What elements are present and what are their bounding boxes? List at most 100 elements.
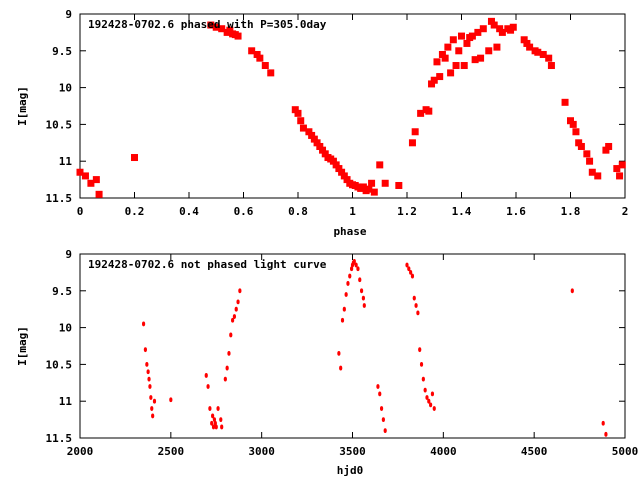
data-point bbox=[339, 365, 343, 371]
data-point bbox=[430, 391, 435, 397]
data-point bbox=[460, 62, 468, 70]
data-point bbox=[618, 161, 626, 169]
data-point bbox=[545, 54, 553, 62]
data-point bbox=[419, 362, 424, 367]
data-point bbox=[225, 365, 229, 371]
data-point bbox=[425, 107, 433, 115]
data-point bbox=[570, 288, 574, 294]
data-point bbox=[359, 183, 367, 191]
data-point bbox=[561, 98, 569, 106]
data-point bbox=[356, 266, 360, 272]
data-point bbox=[485, 47, 493, 55]
data-point bbox=[447, 69, 455, 77]
data-point bbox=[395, 181, 403, 189]
data-point bbox=[441, 54, 449, 62]
data-point bbox=[211, 424, 216, 430]
plot-frame bbox=[79, 13, 626, 199]
data-point bbox=[601, 420, 605, 426]
data-point bbox=[329, 157, 337, 165]
data-point bbox=[409, 270, 413, 275]
data-point bbox=[261, 62, 269, 70]
data-point bbox=[150, 406, 154, 411]
data-point bbox=[146, 369, 150, 375]
x-tick-label: 1.8 bbox=[561, 205, 581, 218]
data-point bbox=[342, 306, 346, 312]
data-point bbox=[143, 347, 147, 353]
x-tick-label: 4500 bbox=[521, 445, 548, 458]
data-point bbox=[313, 139, 321, 147]
data-point bbox=[349, 266, 354, 272]
data-point bbox=[234, 32, 242, 40]
data-point bbox=[583, 150, 591, 158]
data-point bbox=[416, 310, 420, 316]
data-point bbox=[572, 128, 580, 136]
data-point bbox=[226, 26, 234, 34]
data-point bbox=[429, 402, 433, 408]
data-point bbox=[602, 146, 610, 154]
data-point bbox=[365, 185, 373, 193]
data-point bbox=[498, 28, 506, 36]
x-axis-label: hjd0 bbox=[337, 464, 364, 477]
data-point bbox=[310, 135, 318, 143]
data-point bbox=[214, 424, 218, 430]
data-point bbox=[147, 376, 151, 382]
data-point bbox=[408, 139, 416, 147]
data-point bbox=[523, 39, 531, 47]
data-point bbox=[490, 21, 498, 29]
data-point bbox=[211, 413, 215, 419]
data-point bbox=[256, 54, 264, 62]
data-point bbox=[141, 321, 146, 327]
x-tick-label: 1.6 bbox=[506, 205, 526, 218]
data-point bbox=[210, 420, 214, 426]
y-axis-label: I[mag] bbox=[16, 326, 29, 366]
data-point bbox=[220, 424, 224, 430]
data-point bbox=[208, 406, 212, 411]
data-point bbox=[213, 420, 217, 426]
chart-title: 192428-0702.6 phased with P=305.0day bbox=[88, 18, 327, 31]
data-point bbox=[414, 303, 418, 308]
data-point bbox=[151, 413, 155, 419]
data-point bbox=[148, 384, 152, 389]
data-point bbox=[229, 332, 233, 338]
x-tick-label: 2000 bbox=[67, 445, 94, 458]
x-tick-label: 4000 bbox=[430, 445, 457, 458]
data-point bbox=[370, 188, 378, 196]
data-point bbox=[534, 48, 542, 56]
data-point bbox=[378, 391, 382, 397]
data-point bbox=[361, 295, 365, 301]
x-tick-label: 1.4 bbox=[452, 205, 472, 218]
x-tick-label: 0.2 bbox=[125, 205, 145, 218]
data-point bbox=[423, 387, 427, 393]
data-points bbox=[76, 17, 626, 198]
data-point bbox=[232, 314, 237, 319]
data-point bbox=[410, 273, 415, 279]
data-point bbox=[319, 146, 327, 154]
data-point bbox=[206, 384, 210, 389]
y-tick-label: 10 bbox=[59, 82, 72, 95]
y-tick-label: 9 bbox=[65, 248, 72, 261]
data-point bbox=[444, 43, 452, 51]
data-point bbox=[294, 109, 302, 117]
data-point bbox=[383, 428, 387, 434]
data-point bbox=[219, 417, 223, 422]
y-tick-labels: 9 9.5 10 10.5 11 11.5 bbox=[46, 248, 73, 445]
data-point bbox=[605, 142, 613, 150]
data-point bbox=[218, 25, 226, 33]
data-point bbox=[613, 165, 621, 173]
data-point bbox=[368, 179, 376, 187]
data-point bbox=[452, 62, 460, 70]
data-point bbox=[212, 417, 217, 422]
x-tick-label: 1 bbox=[349, 205, 356, 218]
data-point bbox=[586, 157, 594, 165]
data-point bbox=[358, 277, 362, 283]
data-point bbox=[539, 50, 547, 58]
data-point bbox=[421, 376, 425, 382]
x-axis-label: phase bbox=[333, 225, 366, 238]
data-point bbox=[169, 397, 173, 403]
x-tick-label: 0.8 bbox=[288, 205, 308, 218]
data-point bbox=[604, 431, 608, 437]
y-tick-label: 9 bbox=[65, 8, 72, 21]
data-point bbox=[547, 62, 555, 70]
data-point bbox=[418, 347, 422, 353]
